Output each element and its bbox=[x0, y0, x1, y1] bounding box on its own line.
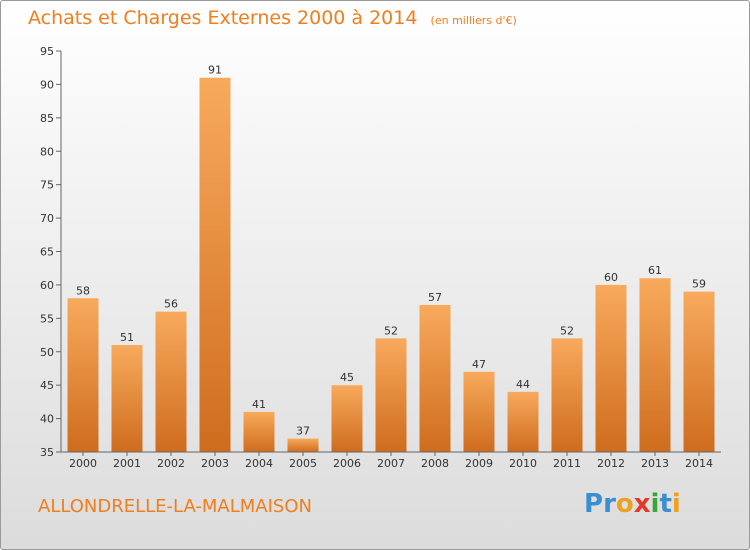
x-tick-label-2008: 2008 bbox=[421, 457, 449, 470]
value-label-2004: 41 bbox=[252, 398, 266, 411]
value-label-2005: 37 bbox=[296, 425, 310, 438]
value-label-2008: 57 bbox=[428, 291, 442, 304]
value-label-2000: 58 bbox=[76, 284, 90, 297]
y-tick-label: 80 bbox=[40, 145, 54, 158]
bar-2010 bbox=[507, 391, 539, 452]
logo-letter: r bbox=[603, 489, 616, 519]
y-tick-label: 75 bbox=[40, 179, 54, 192]
y-tick-label: 40 bbox=[40, 413, 54, 426]
bar-2005 bbox=[287, 438, 319, 452]
y-tick-label: 45 bbox=[40, 379, 54, 392]
value-label-2007: 52 bbox=[384, 324, 398, 337]
bar-2012 bbox=[595, 284, 627, 452]
y-tick-label: 70 bbox=[40, 212, 54, 225]
logo-letter: i bbox=[650, 489, 660, 519]
proxiti-logo[interactable]: Proxiti bbox=[584, 489, 681, 519]
location-name: ALLONDRELLE-LA-MALMAISON bbox=[38, 496, 312, 517]
bar-2001 bbox=[111, 345, 143, 452]
logo-letter: i bbox=[671, 489, 681, 519]
x-tick-label-2001: 2001 bbox=[113, 457, 141, 470]
x-tick-label-2002: 2002 bbox=[157, 457, 185, 470]
bar-2011 bbox=[551, 338, 583, 452]
y-tick-label: 85 bbox=[40, 112, 54, 125]
value-label-2014: 59 bbox=[692, 278, 706, 291]
value-label-2006: 45 bbox=[340, 371, 354, 384]
bar-2008 bbox=[419, 304, 451, 452]
bar-2014 bbox=[683, 291, 715, 452]
value-label-2003: 91 bbox=[208, 64, 222, 77]
x-tick-label-2009: 2009 bbox=[465, 457, 493, 470]
bar-2002 bbox=[155, 311, 187, 452]
value-label-2013: 61 bbox=[648, 264, 662, 277]
value-label-2010: 44 bbox=[516, 378, 530, 391]
x-tick-label-2014: 2014 bbox=[685, 457, 713, 470]
x-tick-label-2007: 2007 bbox=[377, 457, 405, 470]
y-tick-label: 50 bbox=[40, 346, 54, 359]
y-tick-label: 95 bbox=[40, 45, 54, 58]
value-label-2002: 56 bbox=[164, 298, 178, 311]
value-label-2009: 47 bbox=[472, 358, 486, 371]
y-tick-label: 65 bbox=[40, 246, 54, 259]
logo-letter: P bbox=[584, 489, 604, 519]
unit-text: (en milliers d'€) bbox=[430, 14, 517, 27]
y-tick-label: 90 bbox=[40, 78, 54, 91]
value-label-2012: 60 bbox=[604, 271, 618, 284]
bar-2004 bbox=[243, 411, 275, 452]
x-tick-label-2012: 2012 bbox=[597, 457, 625, 470]
x-tick-label-2005: 2005 bbox=[289, 457, 317, 470]
bar-2003 bbox=[199, 77, 231, 452]
x-tick-label-2003: 2003 bbox=[201, 457, 229, 470]
bar-2000 bbox=[67, 298, 99, 452]
y-tick-label: 35 bbox=[40, 446, 54, 459]
bar-2009 bbox=[463, 371, 495, 452]
logo-letter: t bbox=[659, 489, 672, 519]
y-tick-label: 55 bbox=[40, 312, 54, 325]
value-label-2011: 52 bbox=[560, 324, 574, 337]
x-tick-label-2013: 2013 bbox=[641, 457, 669, 470]
title-text: Achats et Charges Externes 2000 à 2014 bbox=[28, 7, 418, 29]
bar-2006 bbox=[331, 385, 363, 452]
bar-2013 bbox=[639, 278, 671, 452]
y-tick-label: 60 bbox=[40, 279, 54, 292]
x-tick-label-2004: 2004 bbox=[245, 457, 273, 470]
x-tick-label-2011: 2011 bbox=[553, 457, 581, 470]
bar-2007 bbox=[375, 338, 407, 452]
x-tick-label-2000: 2000 bbox=[69, 457, 97, 470]
value-label-2001: 51 bbox=[120, 331, 134, 344]
logo-letter: o bbox=[615, 489, 634, 519]
chart-title: Achats et Charges Externes 2000 à 2014 (… bbox=[28, 7, 517, 29]
x-tick-label-2006: 2006 bbox=[333, 457, 361, 470]
logo-letter: x bbox=[633, 489, 651, 519]
x-tick-label-2010: 2010 bbox=[509, 457, 537, 470]
